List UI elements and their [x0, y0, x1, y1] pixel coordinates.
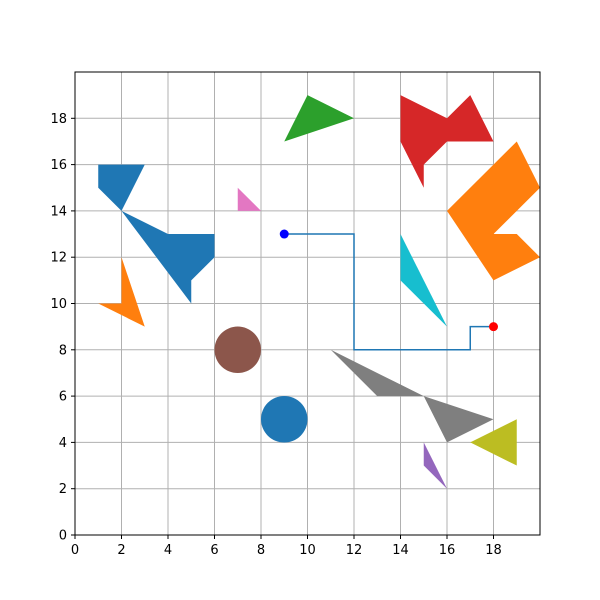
path-layer: [279, 229, 498, 351]
x-tick-label-8: 8: [257, 543, 265, 558]
x-tick-label-14: 14: [392, 543, 409, 558]
y-tick-label-10: 10: [50, 297, 67, 312]
orange-polygon-small: [98, 257, 145, 327]
x-tick-label-6: 6: [210, 543, 218, 558]
x-tick-label-18: 18: [485, 543, 502, 558]
y-tick-label-2: 2: [59, 482, 67, 497]
goal-point: [489, 322, 498, 332]
brown-circle: [214, 326, 261, 374]
x-tick-label-12: 12: [346, 543, 363, 558]
orange-polygon-large: [447, 141, 540, 281]
axes: 0 2 4 6 8 10 12 14 16 18 0 2 4 6 8 10 12 14 16 18: [50, 71, 541, 558]
path-line: [284, 233, 494, 351]
y-tick-label-16: 16: [50, 158, 67, 173]
y-tick-label-18: 18: [50, 112, 67, 127]
obstacles: [98, 95, 540, 489]
y-tick-label-12: 12: [50, 251, 67, 266]
x-tick-label-10: 10: [299, 543, 316, 558]
purple-triangle: [423, 442, 447, 489]
start-point: [279, 229, 289, 239]
y-tick-label-14: 14: [50, 204, 67, 219]
blue-polygon: [98, 164, 215, 304]
cyan-triangle: [400, 234, 447, 327]
x-tick-label-0: 0: [71, 543, 79, 558]
olive-triangle: [470, 419, 517, 466]
x-tick-label-16: 16: [439, 543, 456, 558]
x-tick-label-2: 2: [117, 543, 125, 558]
y-tick-label-0: 0: [59, 529, 67, 544]
pink-triangle: [237, 187, 261, 211]
y-tick-label-4: 4: [59, 436, 67, 451]
green-triangle: [284, 95, 354, 142]
red-polygon: [400, 95, 494, 188]
x-tick-label-4: 4: [164, 543, 172, 558]
y-tick-label-8: 8: [59, 343, 67, 358]
y-tick-label-6: 6: [59, 390, 67, 405]
blue-circle: [261, 396, 308, 443]
gray-polygon: [330, 349, 494, 443]
